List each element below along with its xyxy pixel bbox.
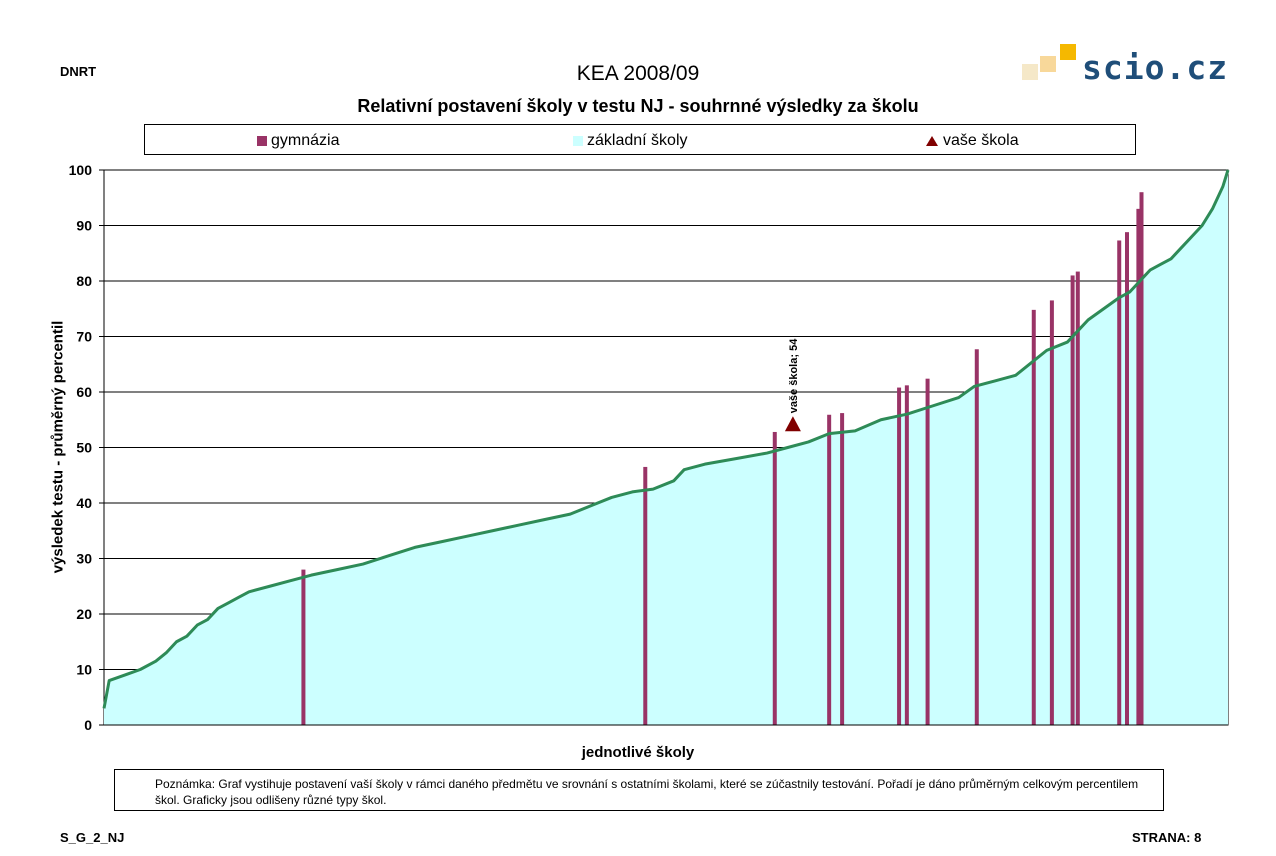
gymnazium-bar [897,387,902,725]
gymnazium-bar [1136,208,1141,726]
y-axis-label: výsledek testu - průměrný percentil [49,320,67,574]
y-tick-label: 30 [76,551,92,567]
logo-square-light [1022,64,1038,80]
gymnazium-bar [1070,275,1075,725]
legend-item-gymnazia: gymnázia [257,132,339,150]
chart-title: Relativní postavení školy v testu NJ - s… [357,96,919,116]
y-tick-label: 60 [76,384,92,400]
legend-triangle-icon [926,136,938,146]
legend-item-zakladni-skoly: základní školy [573,132,688,150]
gymnazium-bar [1117,240,1122,726]
legend-label-zakladni-skoly: základní školy [587,132,688,149]
logo-text: scio.cz [1082,48,1229,87]
gymnazium-bar [1049,300,1054,725]
y-tick-label: 0 [84,717,92,733]
scio-logo: scio.cz [1018,44,1238,90]
gymnazium-bar [840,413,845,725]
y-tick-label: 90 [76,218,92,234]
footer-code: S_G_2_NJ [60,830,125,845]
y-tick-label: 70 [76,329,92,345]
legend-swatch-zakladni-skoly [573,136,583,146]
gymnazium-bar [904,385,909,725]
legend-label-vase-skola: vaše škola [943,132,1019,149]
your-school-annotation: vaše škola; 54 [788,338,800,413]
y-tick-label: 20 [76,606,92,622]
y-tick-label: 10 [76,662,92,678]
your-school-marker [784,416,801,432]
y-tick-label: 40 [76,495,92,511]
logo-square-mid [1040,56,1056,72]
logo-square-dark [1060,44,1076,60]
y-tick-label: 100 [69,162,93,178]
ranking-curve [102,169,1230,709]
report-code-label: DNRT [60,64,97,79]
gymnazium-bar [1031,309,1036,725]
chart-legend: gymnázia základní školy vaše škola [144,124,1136,155]
chart-note: Poznámka: Graf vystihuje postavení vaší … [114,769,1164,811]
gymnazium-bar [772,431,777,725]
page-title: KEA 2008/09 [576,62,700,85]
gymnazium-bar [301,569,306,725]
gymnazium-bar [1124,232,1129,725]
gymnazium-bar [1075,271,1080,725]
page-number: STRANA: 8 [1132,830,1202,845]
gymnazium-bar [925,378,930,725]
gymnazium-bar [643,466,648,725]
legend-item-vase-skola: vaše škola [925,132,1019,150]
y-tick-label: 80 [76,273,92,289]
y-tick-label: 50 [76,440,92,456]
legend-swatch-gymnazia [257,136,267,146]
gymnazium-bar [974,349,979,725]
gymnazium-bar [827,414,832,725]
gymnazium-bar [1139,192,1144,725]
x-axis-label: jednotlivé školy [581,744,695,761]
legend-label-gymnazia: gymnázia [271,132,340,149]
zakladni-skoly-area [104,170,1228,725]
